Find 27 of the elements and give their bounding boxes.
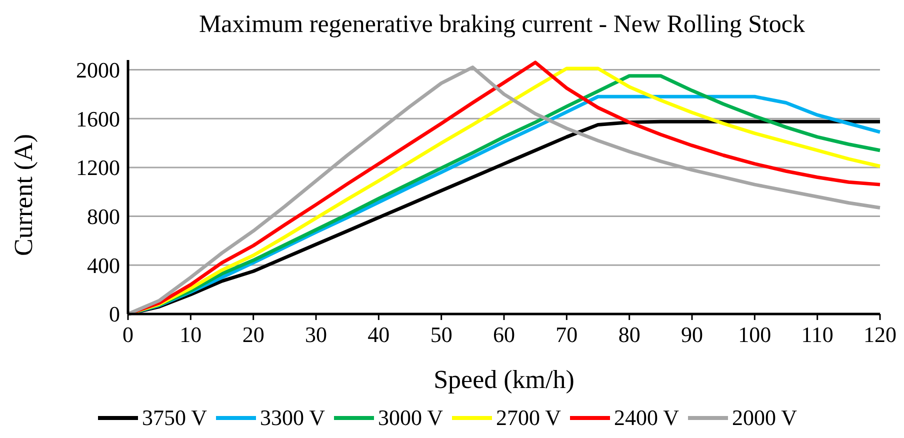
x-tick-label: 120 bbox=[864, 322, 896, 347]
x-tick-label: 80 bbox=[618, 322, 640, 347]
legend-label: 2400 V bbox=[614, 405, 680, 430]
x-tick-label: 110 bbox=[801, 322, 834, 347]
x-tick-label: 50 bbox=[430, 322, 452, 347]
y-axis-title: Current (A) bbox=[9, 134, 38, 256]
x-tick-label: 40 bbox=[368, 322, 390, 347]
y-tick-label: 0 bbox=[109, 302, 120, 327]
legend-label: 2000 V bbox=[732, 405, 798, 430]
legend-label: 3000 V bbox=[378, 405, 444, 430]
y-tick-label: 400 bbox=[87, 252, 120, 278]
x-tick-label: 90 bbox=[681, 322, 703, 347]
chart-title: Maximum regenerative braking current - New Rolling Stock bbox=[198, 11, 806, 38]
y-tick-label: 800 bbox=[87, 204, 120, 230]
x-tick-label: 100 bbox=[738, 322, 772, 347]
y-tick-label: 2000 bbox=[76, 57, 120, 82]
x-tick-label: 30 bbox=[305, 322, 327, 347]
x-tick-label: 10 bbox=[180, 322, 202, 347]
legend-label: 3300 V bbox=[260, 405, 326, 430]
x-tick-label: 70 bbox=[556, 322, 578, 347]
x-axis-title: Speed (km/h) bbox=[434, 365, 574, 394]
y-tick-label: 1600 bbox=[76, 106, 120, 132]
x-tick-label: 20 bbox=[242, 322, 264, 347]
x-tick-label: 60 bbox=[493, 322, 515, 347]
legend-label: 3750 V bbox=[142, 405, 208, 430]
legend-label: 2700 V bbox=[496, 405, 562, 430]
y-tick-label: 1200 bbox=[76, 155, 120, 180]
